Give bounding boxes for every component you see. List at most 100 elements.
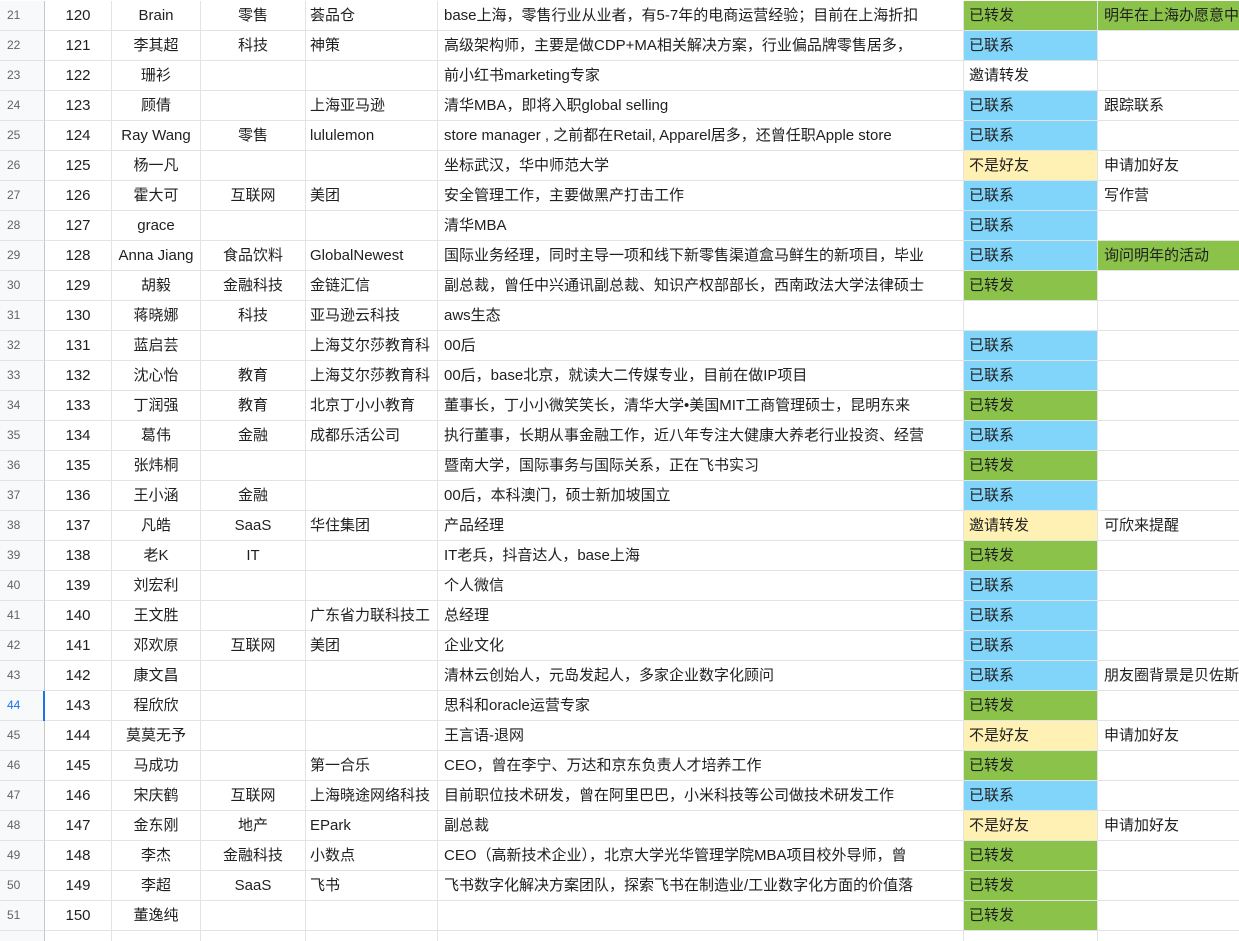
empty-cell[interactable] <box>112 931 201 941</box>
empty-cell[interactable] <box>45 931 112 941</box>
status-cell[interactable]: 已联系 <box>964 361 1098 391</box>
note-cell[interactable] <box>1098 301 1239 331</box>
row-header[interactable]: 43 <box>0 661 45 691</box>
industry-cell[interactable]: 食品饮料 <box>201 241 306 271</box>
table-row[interactable]: 25 124 Ray Wang 零售 lululemon store manager , … <box>0 121 1239 151</box>
note-cell[interactable]: 可欣来提醒 <box>1098 511 1239 541</box>
table-row[interactable]: 28 127 grace 清华MBA 已联系 <box>0 211 1239 241</box>
name-cell[interactable]: 程欣欣 <box>112 691 201 721</box>
description-cell[interactable]: 副总裁，曾任中兴通讯副总裁、知识产权部部长，西南政法大学法律硕士 <box>438 271 964 301</box>
id-cell[interactable]: 145 <box>45 751 112 781</box>
note-cell[interactable] <box>1098 601 1239 631</box>
table-row[interactable]: 39 138 老K IT IT老兵，抖音达人，base上海 已转发 <box>0 541 1239 571</box>
row-header[interactable]: 26 <box>0 151 45 181</box>
table-row[interactable]: 31 130 蒋晓娜 科技 亚马逊云科技 aws生态 <box>0 301 1239 331</box>
empty-cell[interactable] <box>964 931 1098 941</box>
industry-cell[interactable]: SaaS <box>201 871 306 901</box>
company-cell[interactable]: 广东省力联科技工 <box>306 601 438 631</box>
name-cell[interactable]: 胡毅 <box>112 271 201 301</box>
company-cell[interactable] <box>306 541 438 571</box>
status-cell[interactable]: 已转发 <box>964 451 1098 481</box>
note-cell[interactable]: 朋友圈背景是贝佐斯 <box>1098 661 1239 691</box>
table-row[interactable]: 23 122 珊衫 前小红书marketing专家 邀请转发 <box>0 61 1239 91</box>
name-cell[interactable]: 金东刚 <box>112 811 201 841</box>
row-header[interactable]: 50 <box>0 871 45 901</box>
note-cell[interactable] <box>1098 31 1239 61</box>
status-cell[interactable]: 已联系 <box>964 661 1098 691</box>
company-cell[interactable]: 上海艾尔莎教育科 <box>306 361 438 391</box>
table-row[interactable]: 27 126 霍大可 互联网 美团 安全管理工作，主要做黑产打击工作 已联系 写作营 <box>0 181 1239 211</box>
status-cell[interactable]: 已联系 <box>964 121 1098 151</box>
note-cell[interactable] <box>1098 481 1239 511</box>
table-row[interactable]: 48 147 金东刚 地产 EPark 副总裁 不是好友 申请加好友 <box>0 811 1239 841</box>
company-cell[interactable]: 荟品仓 <box>306 1 438 31</box>
company-cell[interactable]: 飞书 <box>306 871 438 901</box>
status-cell[interactable]: 已联系 <box>964 631 1098 661</box>
id-cell[interactable]: 131 <box>45 331 112 361</box>
id-cell[interactable]: 123 <box>45 91 112 121</box>
description-cell[interactable]: 目前职位技术研发，曾在阿里巴巴，小米科技等公司做技术研发工作 <box>438 781 964 811</box>
industry-cell[interactable] <box>201 151 306 181</box>
status-cell[interactable]: 已联系 <box>964 241 1098 271</box>
row-header[interactable]: 34 <box>0 391 45 421</box>
status-cell[interactable] <box>964 301 1098 331</box>
row-header[interactable]: 28 <box>0 211 45 241</box>
company-cell[interactable] <box>306 151 438 181</box>
name-cell[interactable]: 葛伟 <box>112 421 201 451</box>
description-cell[interactable]: store manager , 之前都在Retail, Apparel居多，还曾… <box>438 121 964 151</box>
table-row[interactable]: 30 129 胡毅 金融科技 金链汇信 副总裁，曾任中兴通讯副总裁、知识产权部部长，西南政… <box>0 271 1239 301</box>
description-cell[interactable]: 飞书数字化解决方案团队，探索飞书在制造业/工业数字化方面的价值落 <box>438 871 964 901</box>
industry-cell[interactable] <box>201 571 306 601</box>
note-cell[interactable] <box>1098 631 1239 661</box>
row-header[interactable]: 37 <box>0 481 45 511</box>
industry-cell[interactable] <box>201 901 306 931</box>
status-cell[interactable]: 已转发 <box>964 541 1098 571</box>
table-row[interactable]: 41 140 王文胜 广东省力联科技工 总经理 已联系 <box>0 601 1239 631</box>
status-cell[interactable]: 已联系 <box>964 571 1098 601</box>
id-cell[interactable]: 125 <box>45 151 112 181</box>
company-cell[interactable] <box>306 211 438 241</box>
company-cell[interactable]: 上海亚马逊 <box>306 91 438 121</box>
table-row[interactable]: 51 150 董逸纯 已转发 <box>0 901 1239 931</box>
industry-cell[interactable]: 金融 <box>201 481 306 511</box>
row-header[interactable]: 27 <box>0 181 45 211</box>
empty-cell[interactable] <box>306 931 438 941</box>
note-cell[interactable]: 跟踪联系 <box>1098 91 1239 121</box>
note-cell[interactable]: 明年在上海办愿意中 <box>1098 1 1239 31</box>
company-cell[interactable] <box>306 451 438 481</box>
table-row[interactable]: 43 142 康文昌 清林云创始人，元岛发起人，多家企业数字化顾问 已联系 朋友圈背景是贝… <box>0 661 1239 691</box>
table-row[interactable]: 50 149 李超 SaaS 飞书 飞书数字化解决方案团队，探索飞书在制造业/工业数字化方… <box>0 871 1239 901</box>
id-cell[interactable]: 139 <box>45 571 112 601</box>
table-row[interactable]: 33 132 沈心怡 教育 上海艾尔莎教育科 00后，base北京，就读大二传媒专业，目前… <box>0 361 1239 391</box>
name-cell[interactable]: 王小涵 <box>112 481 201 511</box>
industry-cell[interactable]: 科技 <box>201 31 306 61</box>
note-cell[interactable] <box>1098 451 1239 481</box>
status-cell[interactable]: 已联系 <box>964 601 1098 631</box>
id-cell[interactable]: 135 <box>45 451 112 481</box>
note-cell[interactable] <box>1098 361 1239 391</box>
industry-cell[interactable]: 互联网 <box>201 781 306 811</box>
id-cell[interactable]: 122 <box>45 61 112 91</box>
id-cell[interactable]: 130 <box>45 301 112 331</box>
id-cell[interactable]: 132 <box>45 361 112 391</box>
description-cell[interactable]: 执行董事，长期从事金融工作，近八年专注大健康大养老行业投资、经营 <box>438 421 964 451</box>
note-cell[interactable] <box>1098 331 1239 361</box>
description-cell[interactable]: 王言语-退网 <box>438 721 964 751</box>
status-cell[interactable]: 已转发 <box>964 871 1098 901</box>
row-header[interactable]: 30 <box>0 271 45 301</box>
row-header[interactable]: 41 <box>0 601 45 631</box>
row-header[interactable]: 23 <box>0 61 45 91</box>
table-row[interactable]: 32 131 蓝启芸 上海艾尔莎教育科 00后 已联系 <box>0 331 1239 361</box>
row-header[interactable]: 42 <box>0 631 45 661</box>
status-cell[interactable]: 已转发 <box>964 901 1098 931</box>
industry-cell[interactable]: 地产 <box>201 811 306 841</box>
row-header[interactable]: 24 <box>0 91 45 121</box>
table-row[interactable]: 38 137 凡皓 SaaS 华住集团 产品经理 邀请转发 可欣来提醒 <box>0 511 1239 541</box>
id-cell[interactable]: 148 <box>45 841 112 871</box>
company-cell[interactable]: 美团 <box>306 631 438 661</box>
status-cell[interactable]: 已联系 <box>964 481 1098 511</box>
status-cell[interactable]: 已转发 <box>964 391 1098 421</box>
description-cell[interactable]: 坐标武汉，华中师范大学 <box>438 151 964 181</box>
company-cell[interactable]: 亚马逊云科技 <box>306 301 438 331</box>
row-header[interactable]: 46 <box>0 751 45 781</box>
